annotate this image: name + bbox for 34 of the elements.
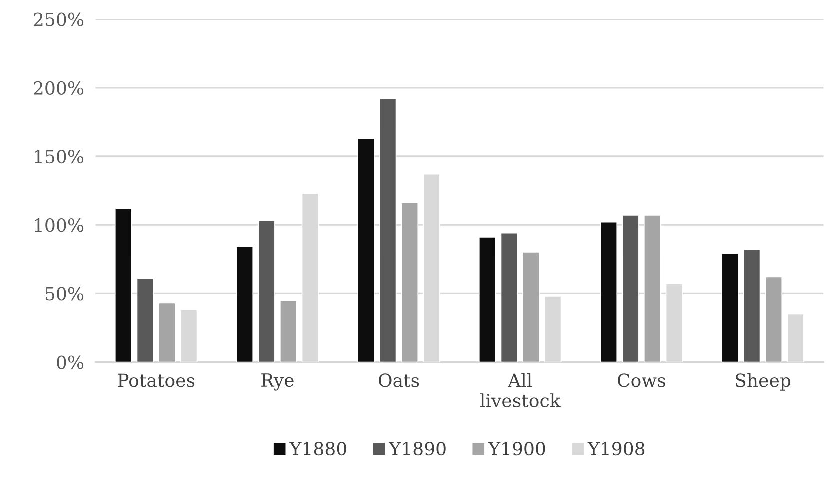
bar	[136, 278, 154, 362]
bar	[258, 220, 276, 362]
bar	[401, 202, 419, 362]
y-tick-label: 150%	[35, 150, 84, 164]
bar	[236, 246, 254, 362]
legend-label: Y1900	[488, 442, 546, 456]
bar	[722, 253, 739, 362]
bar	[765, 276, 783, 362]
y-tick-label: 50%	[46, 287, 84, 301]
x-tick-label: All livestock	[480, 373, 561, 408]
x-tick-label: Oats	[378, 374, 420, 388]
y-tick-label: 0%	[57, 356, 84, 370]
y-tick-label: 100%	[35, 218, 84, 232]
bar	[114, 208, 132, 362]
y-tick-label: 250%	[34, 12, 84, 26]
bar	[644, 215, 662, 362]
x-tick-label: Rye	[262, 374, 294, 391]
y-tick-label: 200%	[34, 81, 84, 96]
x-tick-label: Cows	[618, 374, 666, 388]
legend-label: Y1890	[388, 442, 446, 456]
bar	[478, 237, 496, 362]
x-tick-label: Sheep	[736, 373, 791, 391]
bar	[358, 138, 375, 362]
bar	[280, 300, 298, 362]
legend-label: Y1880	[290, 442, 346, 456]
bar	[622, 215, 640, 362]
bar	[600, 222, 618, 362]
legend-label: Y1908	[588, 442, 645, 456]
bar	[522, 252, 540, 362]
bar	[379, 98, 397, 362]
bar	[158, 302, 176, 362]
x-tick-label: Potatoes	[118, 374, 195, 388]
bar	[500, 232, 518, 362]
bar	[743, 249, 761, 362]
